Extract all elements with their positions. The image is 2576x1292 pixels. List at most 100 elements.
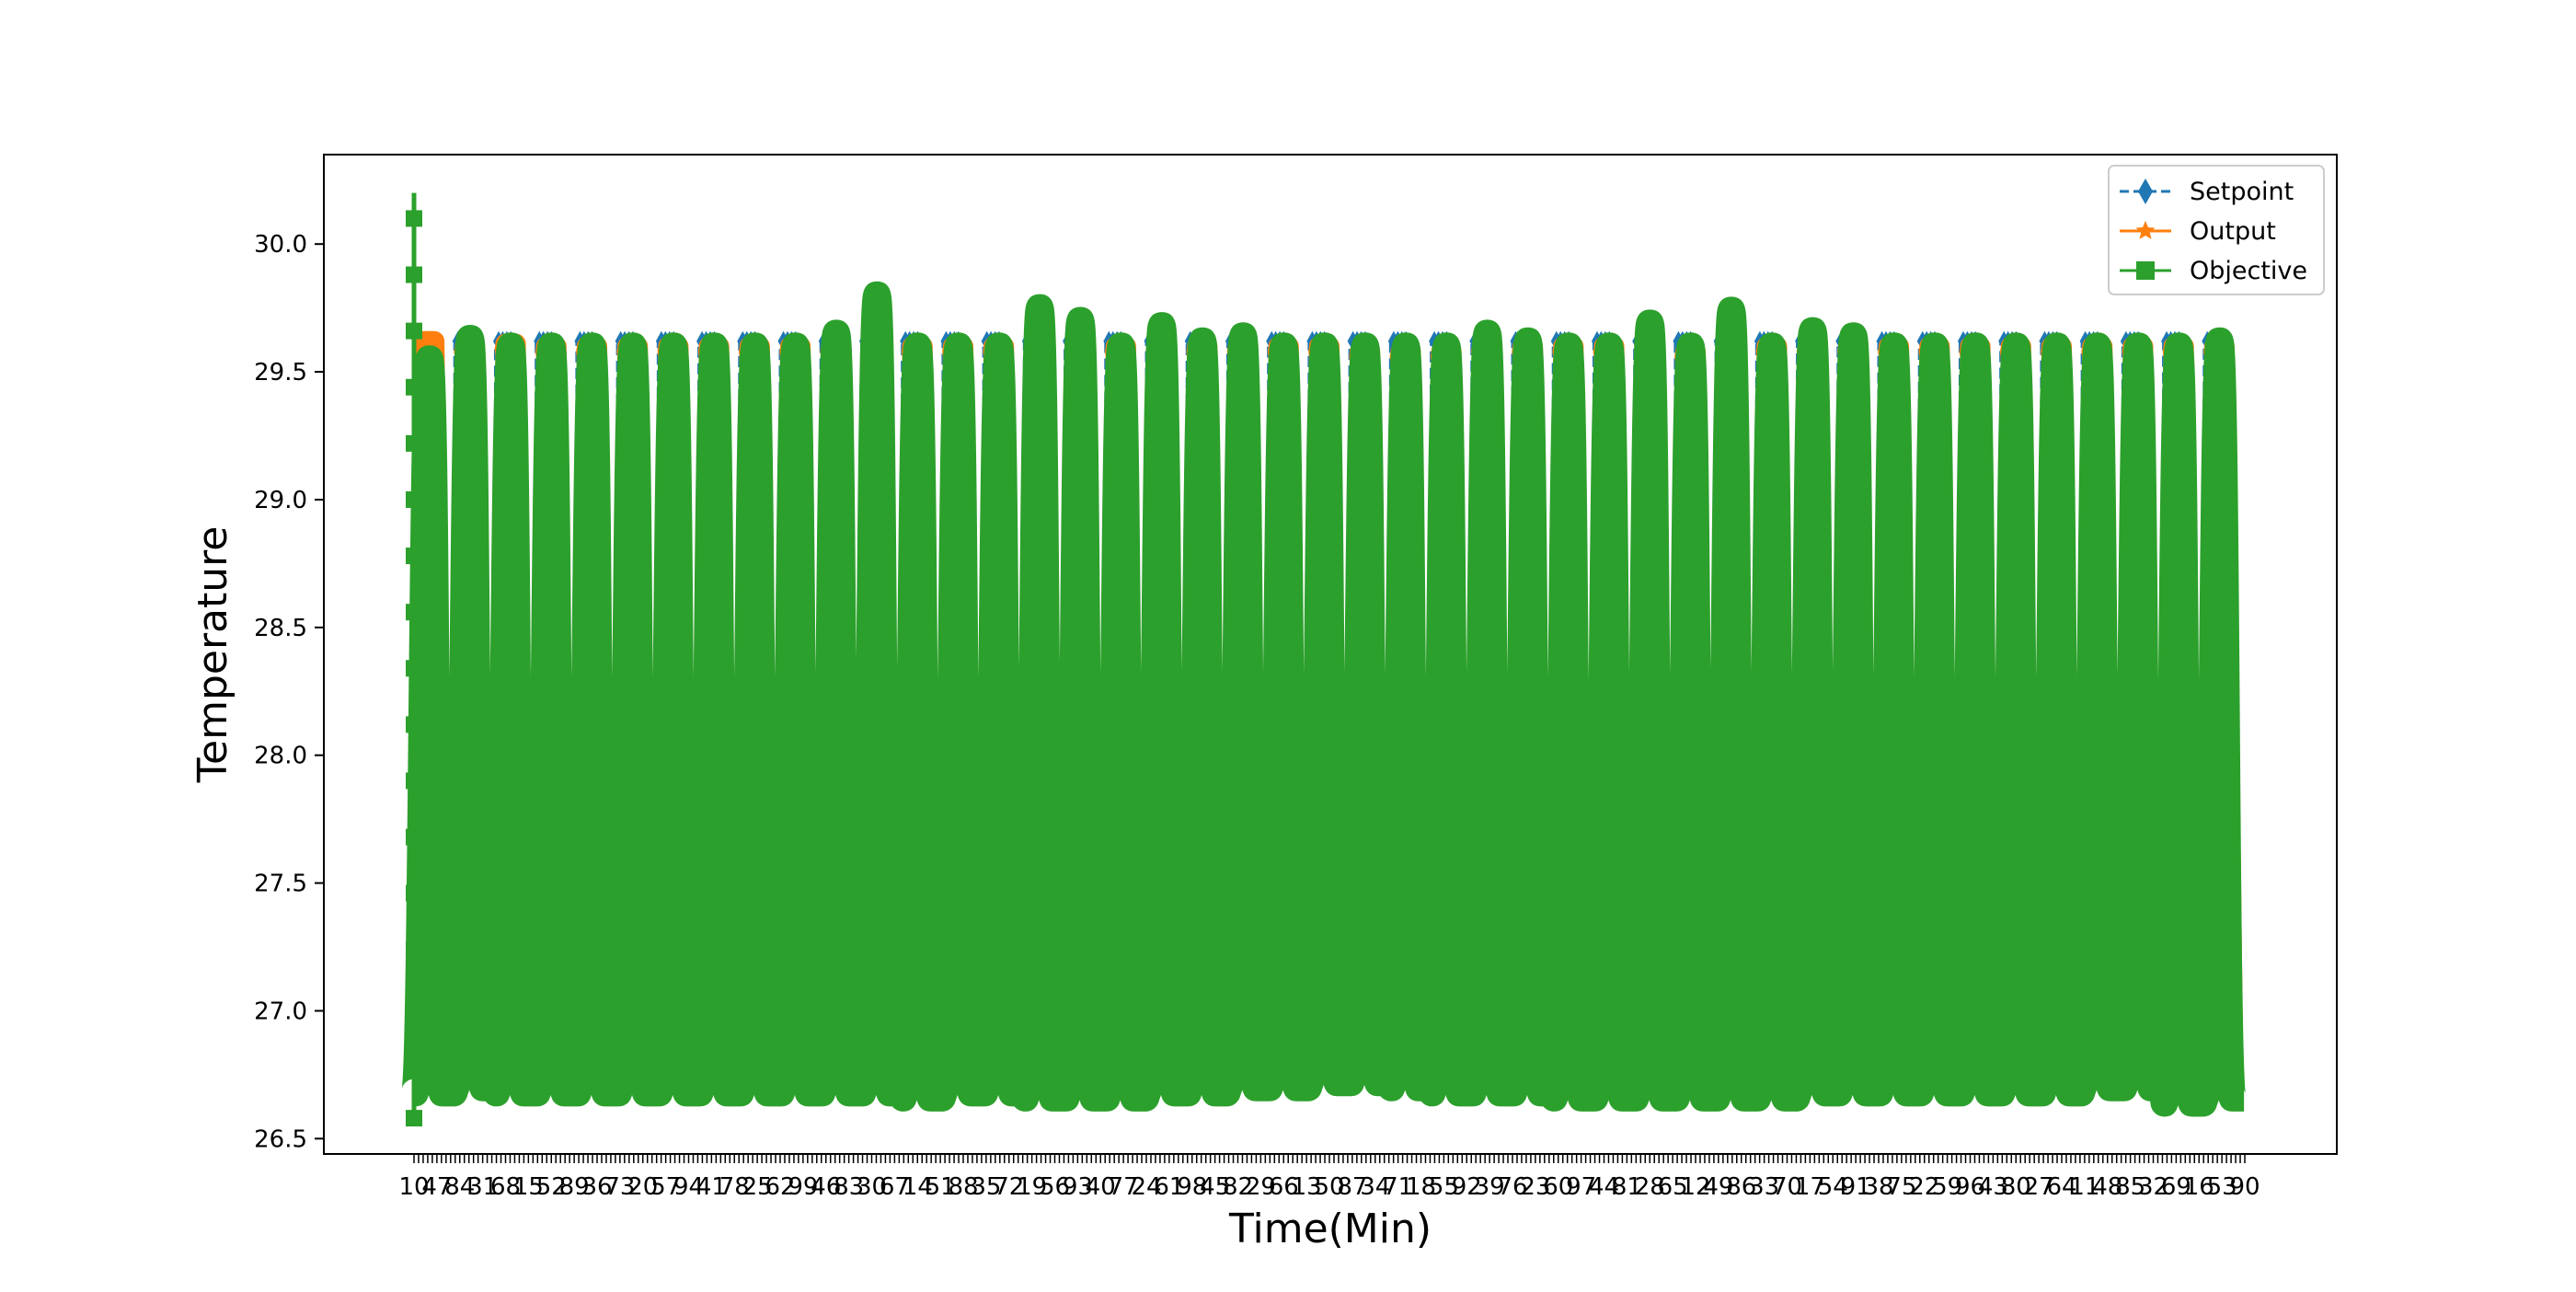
x-tick-label: 72 bbox=[994, 1173, 1024, 1201]
objective-marker bbox=[1531, 1083, 1550, 1102]
objective-marker bbox=[1084, 1088, 1103, 1107]
y-tick-label: 28.5 bbox=[254, 615, 307, 642]
objective-marker bbox=[1397, 337, 1416, 356]
x-tick-label: 96 bbox=[1955, 1173, 1985, 1201]
legend-item-objective: Objective bbox=[2120, 257, 2307, 285]
objective-marker bbox=[1763, 337, 1782, 356]
x-tick-label: 23 bbox=[1520, 1173, 1550, 1201]
x-tick-label: 20 bbox=[627, 1173, 658, 1201]
x-tick-label: 82 bbox=[1223, 1173, 1253, 1201]
legend-label: Objective bbox=[2190, 257, 2307, 285]
x-tick-label: 71 bbox=[1383, 1173, 1413, 1201]
objective-marker bbox=[1478, 324, 1497, 343]
objective-marker bbox=[1124, 1088, 1144, 1107]
x-tick-label: 29 bbox=[1246, 1173, 1276, 1201]
objective-marker bbox=[461, 329, 480, 348]
x-tick-label: 75 bbox=[1886, 1173, 1916, 1201]
objective-marker bbox=[664, 337, 684, 356]
objective-marker bbox=[1613, 1088, 1632, 1107]
objective-marker bbox=[1328, 1073, 1347, 1092]
objective-marker bbox=[1355, 337, 1374, 356]
y-tick-label: 26.5 bbox=[254, 1125, 307, 1153]
y-tick-label: 27.5 bbox=[254, 871, 307, 898]
x-tick-label: 55 bbox=[1429, 1173, 1459, 1201]
x-tick-label: 12 bbox=[1680, 1173, 1710, 1201]
objective-marker bbox=[1572, 1088, 1592, 1107]
objective-marker bbox=[2060, 1083, 2079, 1102]
objective-marker bbox=[1640, 314, 1660, 333]
x-tick-label: 86 bbox=[1726, 1173, 1756, 1201]
x-tick-label: 48 bbox=[2092, 1173, 2122, 1201]
x-tick-label: 91 bbox=[1841, 1173, 1871, 1201]
x-tick-label: 38 bbox=[1863, 1173, 1893, 1201]
objective-marker bbox=[1315, 337, 1334, 356]
x-tick-label: 88 bbox=[948, 1173, 978, 1201]
x-tick-label: 97 bbox=[1566, 1173, 1596, 1201]
x-tick-label: 22 bbox=[1909, 1173, 1939, 1201]
objective-marker bbox=[949, 337, 968, 356]
x-tick-label: 78 bbox=[719, 1173, 750, 1201]
objective-marker bbox=[1234, 327, 1253, 346]
objective-line bbox=[400, 281, 2247, 1117]
x-tick-label: 89 bbox=[559, 1173, 590, 1201]
x-tick-label: 68 bbox=[490, 1173, 521, 1201]
objective-marker bbox=[582, 337, 602, 356]
x-tick-label: 25 bbox=[742, 1173, 773, 1201]
objective-marker bbox=[1721, 301, 1741, 320]
x-axis: 1047843168155289367320579441782562994683… bbox=[398, 1154, 2260, 1201]
objective-marker bbox=[406, 210, 422, 227]
objective-marker bbox=[880, 1083, 900, 1102]
x-tick-label: 99 bbox=[788, 1173, 818, 1201]
x-tick-label: 16 bbox=[2184, 1173, 2214, 1201]
objective-marker bbox=[2129, 337, 2148, 356]
objective-marker bbox=[2101, 1078, 2121, 1097]
objective-marker bbox=[921, 1088, 940, 1107]
x-tick-label: 59 bbox=[1932, 1173, 1962, 1201]
x-tick-label: 77 bbox=[1109, 1173, 1139, 1201]
objective-marker bbox=[542, 337, 561, 356]
x-tick-label: 66 bbox=[1269, 1173, 1299, 1201]
x-tick-label: 64 bbox=[2046, 1173, 2076, 1201]
objective-marker bbox=[1193, 331, 1213, 351]
x-tick-label: 24 bbox=[1131, 1173, 1161, 1201]
series-objective bbox=[400, 192, 2247, 1127]
x-tick-label: 30 bbox=[857, 1173, 887, 1201]
x-tick-label: 44 bbox=[1589, 1173, 1619, 1201]
objective-marker bbox=[1681, 337, 1700, 356]
x-tick-label: 15 bbox=[513, 1173, 544, 1201]
objective-marker bbox=[595, 1083, 615, 1102]
legend-label: Output bbox=[2190, 217, 2276, 246]
objective-marker bbox=[786, 337, 805, 356]
y-tick-label: 29.5 bbox=[254, 359, 307, 386]
x-tick-label: 73 bbox=[604, 1173, 635, 1201]
objective-marker bbox=[474, 1078, 493, 1097]
x-tick-label: 76 bbox=[1497, 1173, 1527, 1201]
x-tick-label: 81 bbox=[1612, 1173, 1642, 1201]
x-tick-label: 49 bbox=[1703, 1173, 1733, 1201]
objective-marker bbox=[1938, 1083, 1958, 1102]
x-tick-label: 98 bbox=[1177, 1173, 1207, 1201]
objective-marker bbox=[2142, 1078, 2161, 1097]
legend-label: Setpoint bbox=[2190, 178, 2294, 206]
y-axis-label: Temperature bbox=[190, 526, 236, 784]
objective-marker bbox=[1003, 1083, 1022, 1102]
x-tick-label: 80 bbox=[2001, 1173, 2031, 1201]
y-tick-label: 27.0 bbox=[254, 998, 307, 1025]
objective-marker bbox=[989, 337, 1008, 356]
x-tick-label: 90 bbox=[2229, 1173, 2260, 1201]
objective-marker bbox=[1369, 1073, 1388, 1092]
x-tick-label: 11 bbox=[2069, 1173, 2099, 1201]
x-tick-label: 17 bbox=[1795, 1173, 1825, 1201]
objective-marker bbox=[1966, 337, 1985, 356]
x-tick-label: 62 bbox=[765, 1173, 795, 1201]
objective-marker bbox=[705, 337, 724, 356]
objective-marker bbox=[2087, 337, 2107, 356]
x-tick-label: 13 bbox=[1292, 1173, 1322, 1201]
objective-marker bbox=[718, 1083, 737, 1102]
objective-marker bbox=[758, 1083, 777, 1102]
objective-marker bbox=[1776, 1088, 1795, 1107]
legend-marker bbox=[2136, 261, 2155, 280]
objective-marker bbox=[420, 350, 439, 369]
x-tick-label: 51 bbox=[926, 1173, 956, 1201]
